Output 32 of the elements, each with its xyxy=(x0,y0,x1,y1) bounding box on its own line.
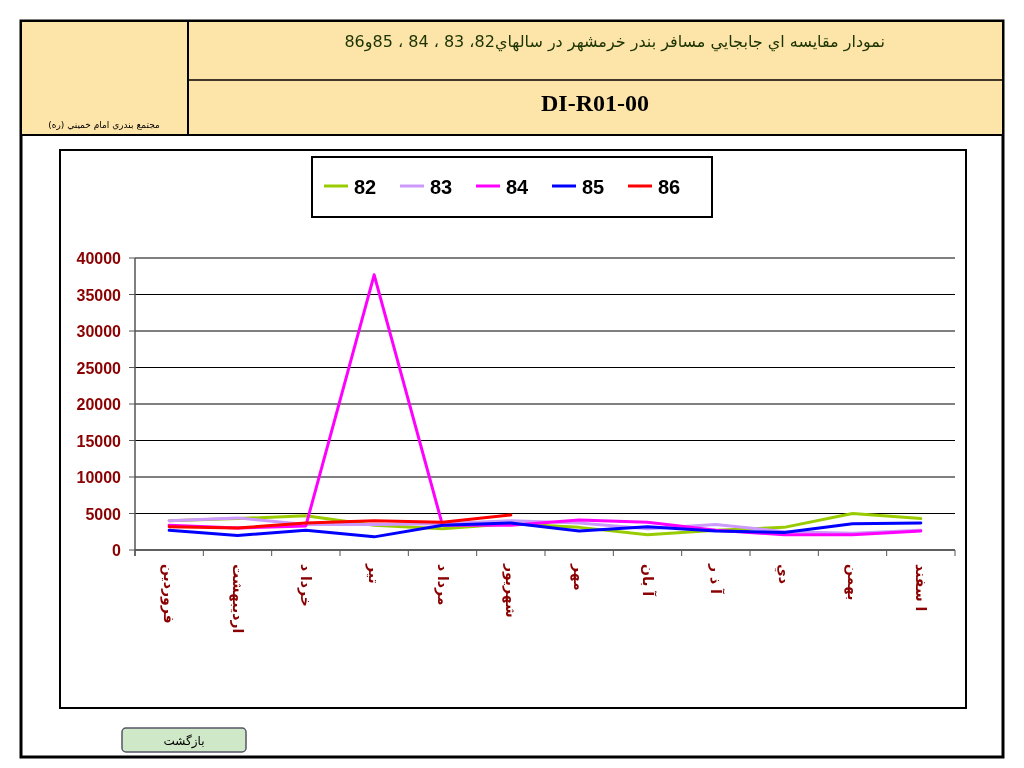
y-tick-label: 15000 xyxy=(76,432,122,450)
text: مجتمع بندري امام خميني (ره) xyxy=(48,120,160,130)
y-tick-label: 10000 xyxy=(76,469,122,486)
y-tick-label: 0 xyxy=(112,542,122,559)
legend-label: 86 xyxy=(658,176,681,198)
x-tick-label: مردا د xyxy=(433,564,451,606)
line-series xyxy=(167,521,923,539)
y-tick-label: 30000 xyxy=(76,323,122,340)
x-tick-label: شهريور xyxy=(501,563,519,618)
legend-label: 85 xyxy=(582,176,605,198)
chart-subtitle: DI-R01-00 xyxy=(541,90,649,116)
x-tick-label: بهمن xyxy=(843,564,861,601)
x-tick-label: آ ذ ر xyxy=(707,563,725,595)
chart-title: نمودار مقايسه اي جابجايي مسافر بندر خرمشهر در سالهاي82، 83 ، 84 ، 85و86 xyxy=(344,32,885,52)
x-tick-label: آ بان xyxy=(639,564,657,598)
legend-label: 84 xyxy=(506,176,530,198)
legend-label: 83 xyxy=(430,176,453,198)
y-tick-label: 5000 xyxy=(85,505,122,523)
y-tick-label: 35000 xyxy=(76,286,122,304)
x-tick-label: دي xyxy=(774,564,793,585)
legend-label: 82 xyxy=(354,176,377,198)
y-tick-label: 25000 xyxy=(76,359,122,377)
y-tick-label: 40000 xyxy=(76,250,122,267)
x-tick-label: فروردين xyxy=(160,564,178,624)
x-tick-label: ارديبهشت xyxy=(228,564,246,634)
x-tick-label: خردا د xyxy=(296,564,314,607)
line-series xyxy=(167,513,513,530)
x-tick-label: تير xyxy=(365,563,383,584)
text: بازگشت xyxy=(163,734,205,749)
x-tick-label: مهر xyxy=(570,563,588,591)
y-tick-label: 20000 xyxy=(76,396,122,413)
x-tick-label: ا سفند xyxy=(912,564,929,612)
